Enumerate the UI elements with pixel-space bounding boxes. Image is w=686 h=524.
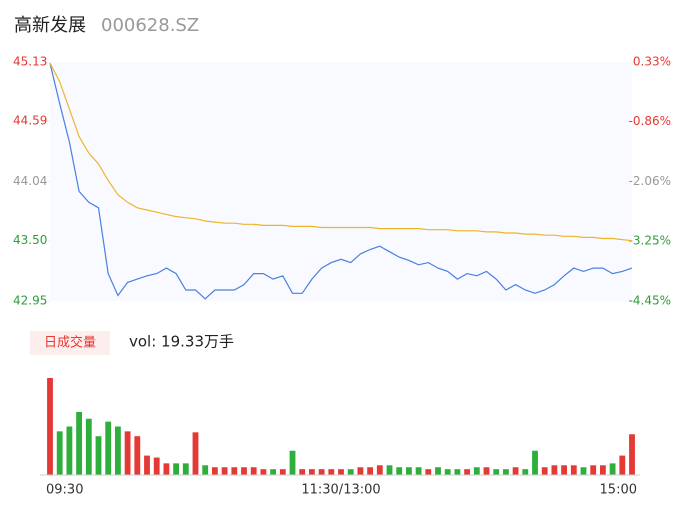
y2-tick-label: -3.25%	[629, 234, 671, 248]
volume-bar	[192, 432, 199, 475]
x-tick-label: 15:00	[600, 483, 637, 498]
volume-bar	[483, 467, 490, 475]
y-tick-label: 43.50	[13, 233, 47, 247]
y-tick-label: 42.95	[13, 294, 47, 308]
volume-badge	[30, 331, 110, 355]
y-tick-label: 45.13	[13, 55, 47, 69]
volume-bar	[590, 465, 597, 475]
volume-bar	[47, 378, 53, 475]
volume-bar	[105, 421, 112, 475]
volume-bar	[551, 465, 558, 475]
volume-bar	[231, 467, 238, 475]
volume-bar	[182, 463, 189, 475]
volume-bar	[260, 469, 267, 475]
volume-bar	[609, 463, 616, 475]
volume-bar	[279, 469, 286, 475]
price-line	[49, 62, 633, 300]
volume-bar	[357, 467, 364, 475]
volume-bar	[95, 436, 102, 475]
volume-bar	[134, 436, 141, 475]
y2-tick-label: -4.45%	[629, 294, 671, 308]
volume-bar	[66, 426, 73, 475]
volume-bar	[328, 469, 335, 475]
volume-bar	[425, 469, 432, 475]
volume-bar	[299, 469, 306, 475]
stock-name: 高新发展	[14, 15, 86, 36]
volume-bar	[376, 465, 383, 475]
volume-bar	[144, 455, 150, 475]
volume-bar	[289, 450, 296, 475]
x-tick-label: 11:30/13:00	[301, 483, 380, 498]
volume-bar	[124, 431, 131, 475]
volume-bar	[541, 467, 548, 475]
plot-background	[50, 62, 632, 301]
volume-bar	[270, 469, 277, 475]
x-tick-label: 09:30	[46, 483, 83, 498]
volume-bar	[386, 465, 393, 475]
y-tick-label: 44.59	[13, 114, 47, 128]
volume-bar	[367, 467, 374, 475]
volume-bar	[211, 467, 218, 475]
volume-bar	[454, 469, 461, 475]
volume-bar	[318, 469, 325, 475]
volume-bar	[85, 418, 92, 475]
stock-code: 000628.SZ	[101, 15, 199, 36]
y-tick-label: 44.04	[13, 174, 47, 188]
volume-annotation: vol: 19.33万手	[129, 333, 234, 351]
volume-bar	[444, 469, 451, 475]
volume-bar	[561, 465, 568, 475]
y2-tick-label: -0.86%	[629, 114, 671, 128]
volume-bar	[202, 465, 209, 475]
volume-bar	[163, 463, 170, 475]
volume-bar	[405, 467, 412, 475]
volume-bar	[56, 431, 63, 475]
volume-bar	[512, 467, 519, 475]
volume-bar	[250, 467, 257, 475]
price-line	[49, 62, 633, 242]
volume-bar	[493, 469, 500, 475]
volume-bar	[464, 469, 471, 475]
volume-bar	[599, 465, 606, 475]
volume-bar	[415, 467, 422, 475]
volume-bar	[221, 467, 228, 475]
volume-title: 日成交量	[44, 335, 96, 351]
volume-bar	[338, 469, 344, 475]
y2-tick-label: 0.33%	[633, 55, 671, 69]
volume-bar	[396, 467, 403, 475]
volume-bar	[76, 411, 83, 475]
volume-bar	[570, 465, 577, 475]
volume-bar	[580, 467, 587, 475]
volume-bar	[153, 457, 160, 475]
volume-bar	[173, 463, 180, 475]
volume-bar	[619, 455, 626, 475]
volume-bar	[435, 467, 441, 475]
volume-bar	[473, 467, 480, 475]
volume-bar	[347, 469, 354, 475]
volume-bar	[114, 426, 121, 475]
volume-bar	[629, 434, 635, 475]
volume-bar	[522, 469, 529, 475]
y2-tick-label: -2.06%	[629, 174, 671, 188]
volume-bar	[308, 469, 315, 475]
volume-bar	[241, 467, 247, 475]
volume-bar	[502, 469, 509, 475]
volume-bar	[532, 450, 538, 475]
